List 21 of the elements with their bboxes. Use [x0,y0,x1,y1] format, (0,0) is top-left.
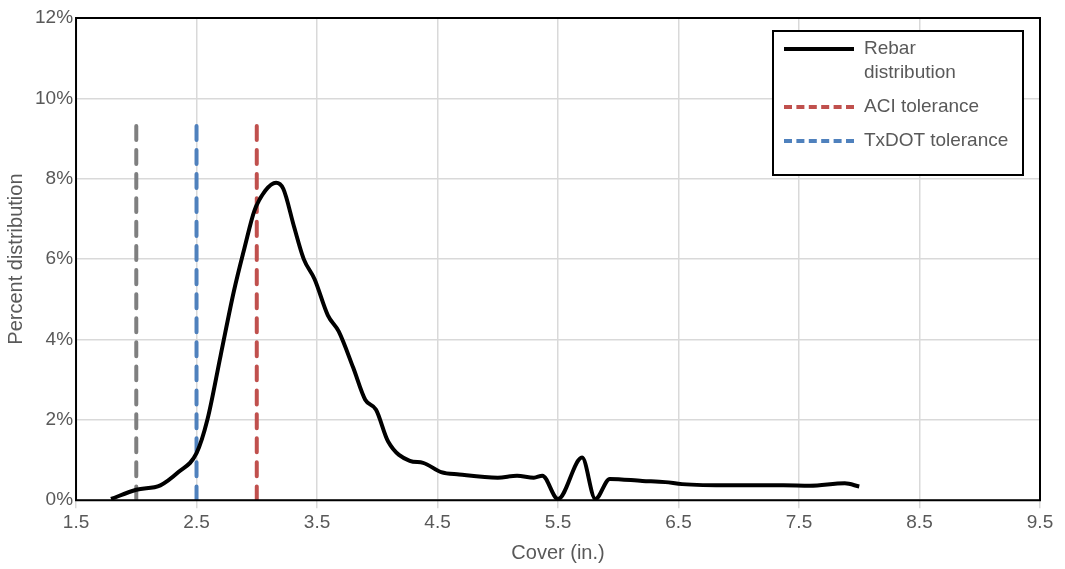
legend-label: TxDOT tolerance [864,128,1010,152]
y-tick-label: 2% [45,408,74,430]
x-axis-title: Cover (in.) [511,540,605,563]
x-tick-label: 7.5 [785,510,813,532]
y-axis-title: Percent distribution [3,173,26,345]
y-tick-label: 0% [45,488,74,510]
x-tick-label: 2.5 [183,510,210,532]
x-tick-label: 5.5 [544,510,572,532]
y-tick-label: 8% [45,166,74,188]
legend-label: ACI tolerance [864,94,981,118]
y-tick-label: 12% [35,6,74,28]
y-tick-label: 6% [45,247,74,269]
y-tick-label: 10% [35,86,74,108]
x-tick-label: 8.5 [906,510,933,532]
x-tick-label: 4.5 [424,510,451,532]
legend-label: Rebar distribution [864,36,957,84]
x-tick-label: 1.5 [62,510,90,532]
x-tick-label: 9.5 [1026,510,1054,532]
x-tick-label: 6.5 [665,510,692,532]
y-tick-label: 4% [45,327,74,349]
x-tick-label: 3.5 [303,510,331,532]
